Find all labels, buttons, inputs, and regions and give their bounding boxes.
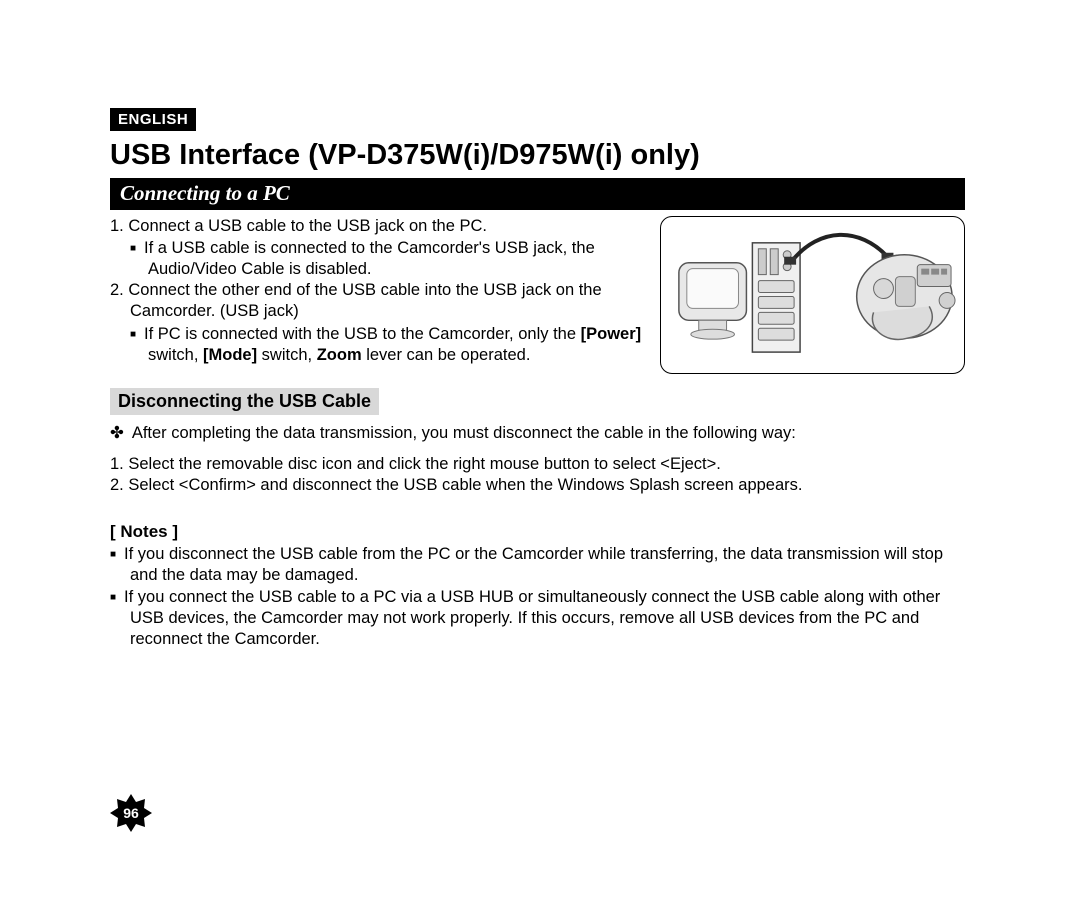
step-2-sub: If PC is connected with the USB to the C… bbox=[110, 324, 650, 366]
step-number: 1. bbox=[110, 217, 128, 235]
disconnect-step-1: 1. Select the removable disc icon and cl… bbox=[110, 454, 965, 475]
content-row: 1. Connect a USB cable to the USB jack o… bbox=[110, 216, 965, 374]
step-2: 2. Connect the other end of the USB cabl… bbox=[110, 280, 650, 322]
section-heading: Connecting to a PC bbox=[110, 178, 965, 210]
step-text: Connect the other end of the USB cable i… bbox=[128, 281, 601, 320]
page-number-badge: 96 bbox=[110, 792, 152, 834]
subheading-disconnect: Disconnecting the USB Cable bbox=[110, 388, 379, 415]
connection-diagram bbox=[660, 216, 965, 374]
language-badge: ENGLISH bbox=[110, 108, 196, 131]
step-1: 1. Connect a USB cable to the USB jack o… bbox=[110, 216, 650, 237]
note-2: If you connect the USB cable to a PC via… bbox=[110, 587, 965, 650]
disconnect-intro: After completing the data transmission, … bbox=[110, 423, 965, 444]
step-text: Connect a USB cable to the USB jack on t… bbox=[128, 217, 487, 235]
instructions-column: 1. Connect a USB cable to the USB jack o… bbox=[110, 216, 650, 366]
note-1: If you disconnect the USB cable from the… bbox=[110, 544, 965, 586]
disconnect-step-2: 2. Select <Confirm> and disconnect the U… bbox=[110, 475, 965, 496]
diagram-svg bbox=[661, 217, 964, 374]
step-1-sub: If a USB cable is connected to the Camco… bbox=[110, 238, 650, 280]
notes-heading: [ Notes ] bbox=[110, 522, 965, 542]
step-number: 2. bbox=[110, 281, 128, 299]
manual-page: ENGLISH USB Interface (VP-D375W(i)/D975W… bbox=[110, 108, 965, 650]
page-number: 96 bbox=[110, 792, 152, 834]
page-title: USB Interface (VP-D375W(i)/D975W(i) only… bbox=[110, 139, 965, 172]
